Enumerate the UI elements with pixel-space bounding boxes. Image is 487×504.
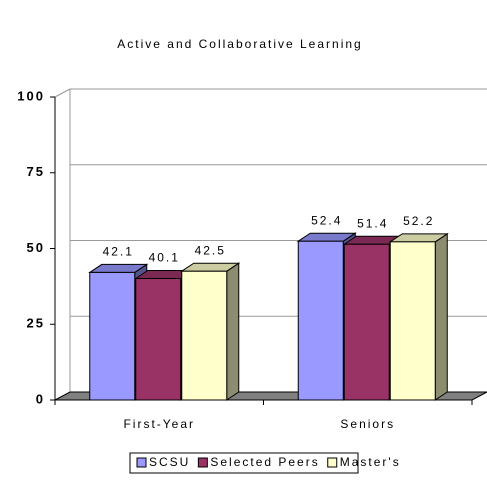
bar bbox=[343, 243, 390, 401]
data-label: 42.5 bbox=[195, 243, 226, 257]
bar bbox=[89, 271, 136, 401]
bar bbox=[135, 277, 182, 401]
bar-side bbox=[226, 262, 240, 401]
legend-swatch bbox=[327, 457, 338, 468]
legend-swatch bbox=[197, 457, 208, 468]
y-tick-label: 25 bbox=[27, 316, 45, 331]
data-label: 42.1 bbox=[103, 245, 134, 259]
bar-side bbox=[434, 232, 448, 401]
wall-edge bbox=[54, 88, 71, 98]
legend-label: Master's bbox=[340, 455, 401, 469]
legend-swatch bbox=[136, 457, 147, 468]
data-label: 51.4 bbox=[357, 216, 388, 230]
y-tick-label: 100 bbox=[17, 88, 45, 103]
data-label: 52.4 bbox=[311, 213, 342, 227]
legend-label: Selected Peers bbox=[210, 455, 319, 469]
bar bbox=[389, 241, 436, 401]
x-tick-label: Seniors bbox=[340, 417, 395, 431]
bar bbox=[297, 240, 344, 401]
legend-box bbox=[129, 452, 359, 474]
data-label: 52.2 bbox=[403, 214, 434, 228]
legend: SCSU Selected Peers Master's bbox=[129, 452, 401, 474]
data-label: 40.1 bbox=[149, 251, 180, 265]
y-tick-label: 75 bbox=[27, 164, 45, 179]
x-tick-label: First-Year bbox=[123, 417, 195, 431]
bar bbox=[181, 270, 228, 401]
legend-label: SCSU bbox=[149, 455, 190, 469]
y-tick-label: 0 bbox=[36, 391, 45, 406]
chart-title: Active and Collaborative Learning bbox=[117, 37, 362, 51]
y-tick-label: 50 bbox=[27, 240, 45, 255]
